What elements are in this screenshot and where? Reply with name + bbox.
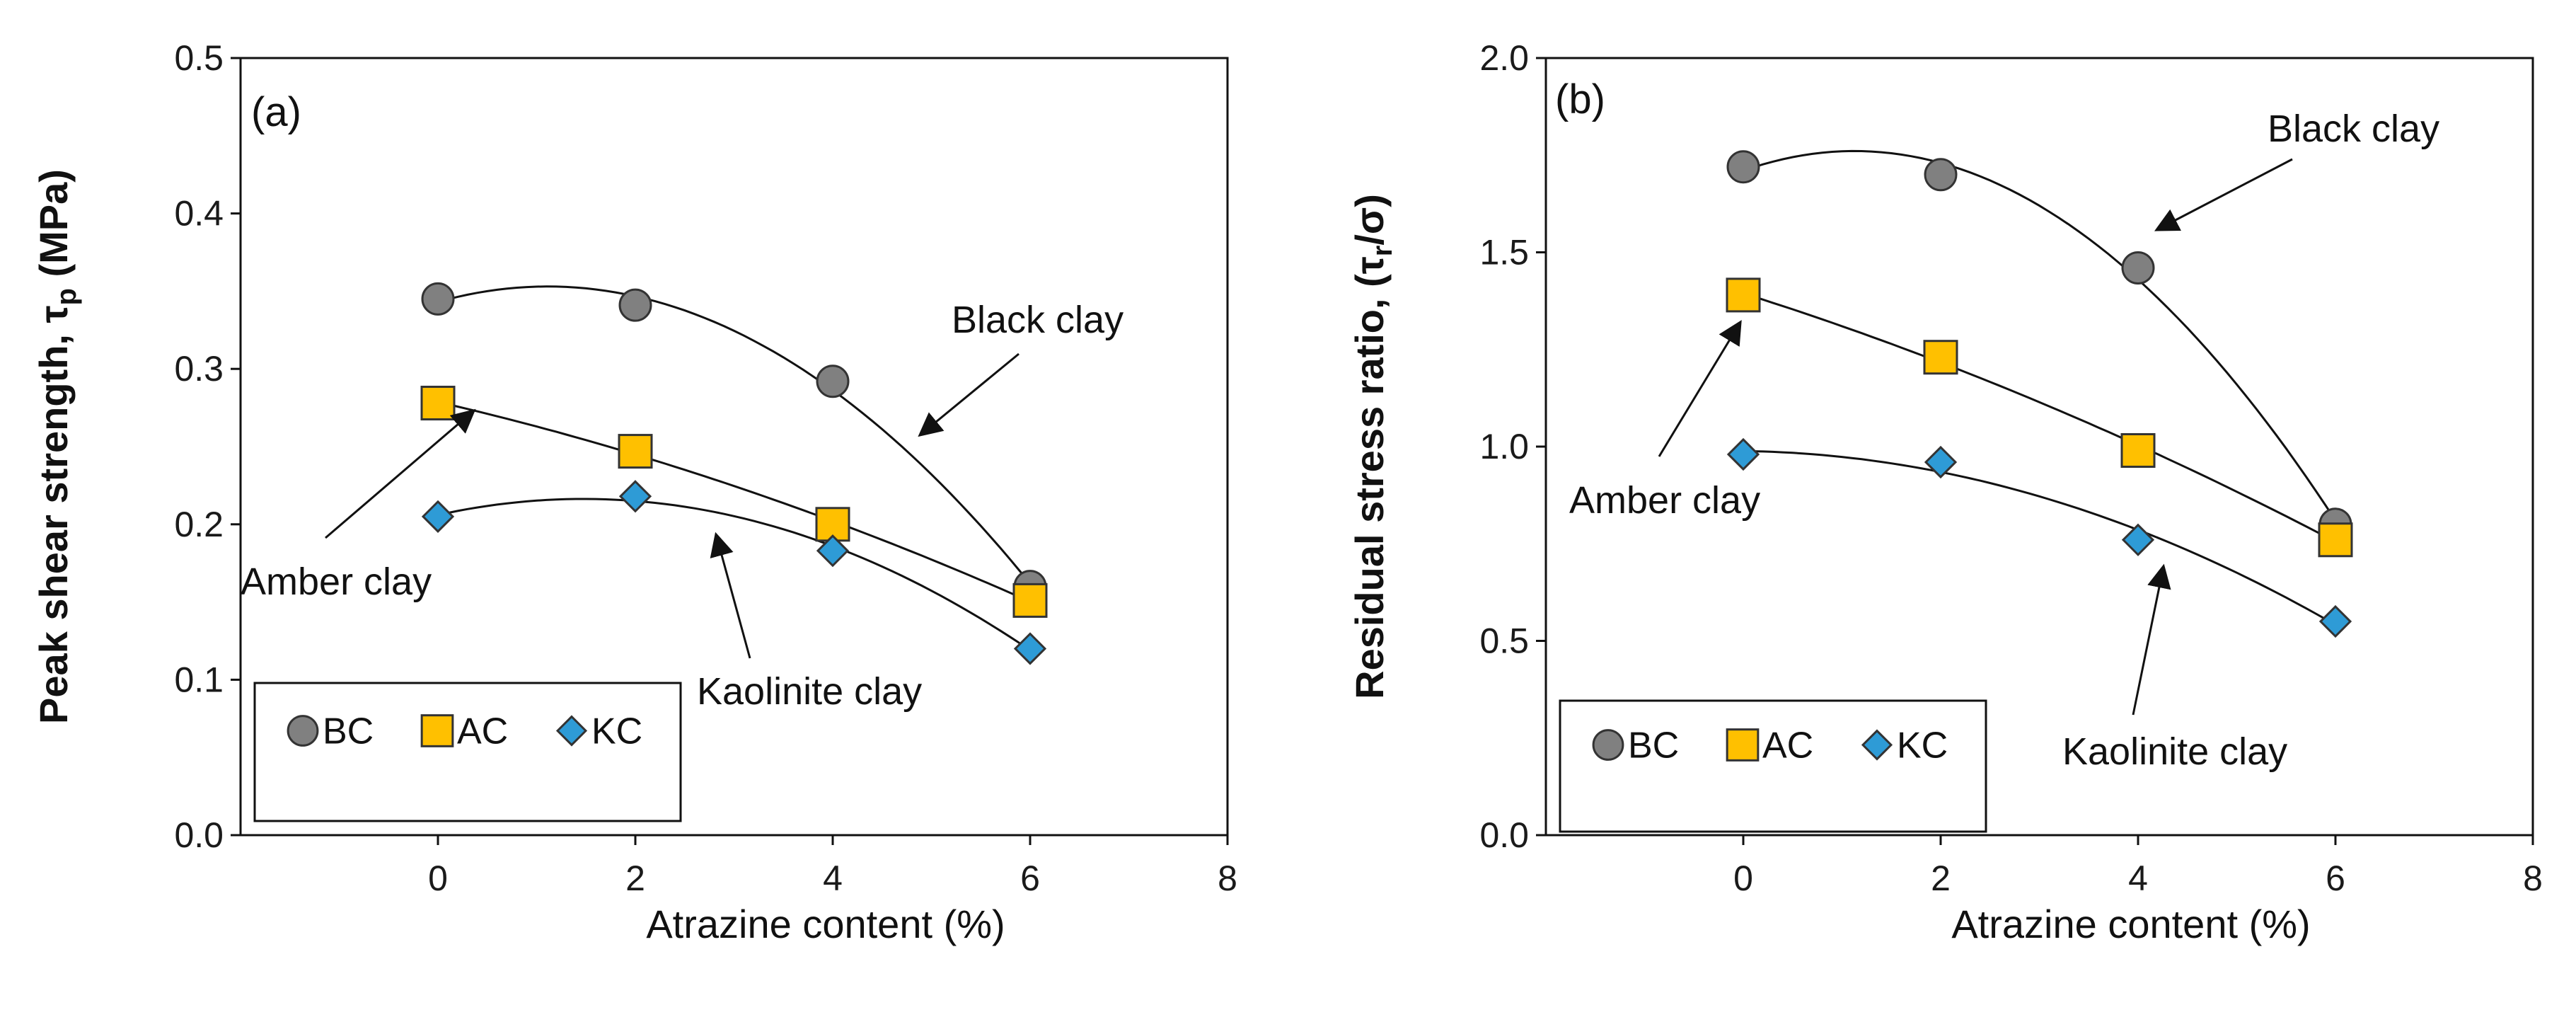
data-point-ac-0 [420, 386, 456, 421]
trend-line-kc [437, 498, 1031, 651]
annotation-kc: Kaolinite clay [2062, 730, 2287, 773]
trend-line-bc [437, 285, 1032, 585]
data-point-bc-0 [1726, 150, 1760, 184]
y-tick-label: 0.1 [174, 660, 224, 699]
plot-frame [239, 57, 1229, 837]
y-tick-label: 0.5 [174, 38, 224, 78]
x-tick-label: 8 [1218, 859, 1237, 898]
chart-panel-a: 0.0 0.1 0.2 0.3 0.4 0.5 0 2 4 6 8 Atrazine content … [31, 38, 1237, 946]
x-tick-label: 6 [1020, 859, 1040, 898]
legend-label-bc: BC [1628, 725, 1679, 766]
data-point-bc-0 [421, 282, 455, 316]
trend-line-kc [1743, 449, 2336, 626]
chart-panel-b: 0.0 0.5 1.0 1.5 2.0 0 2 4 6 8 Atrazine content (%)… [1347, 38, 2543, 946]
annotation-bc: Black clay [952, 299, 1124, 341]
data-point-kc-0 [421, 500, 455, 533]
y-axis-label-unit: /σ) [1347, 194, 1392, 246]
y-axis-label-subscript: r [1367, 246, 1398, 257]
annotation-ac: Amber clay [241, 561, 432, 603]
annotation-arrow-kc [2132, 563, 2171, 716]
data-point-ac-2 [2120, 432, 2156, 468]
legend-label-bc: BC [323, 711, 374, 752]
data-point-kc-0 [1726, 437, 1760, 471]
y-axis-label-unit: (MPa) [31, 169, 76, 288]
annotation-bc: Black clay [2268, 108, 2439, 150]
x-tick-label: 2 [1931, 859, 1951, 898]
panel-label: (b) [1555, 76, 1605, 122]
trend-line-ac [437, 401, 1031, 603]
annotation-arrow-ac [1658, 320, 1742, 457]
legend-marker-bc [287, 715, 319, 747]
legend-marker-kc [555, 715, 588, 747]
legend-label-ac: AC [457, 711, 508, 752]
x-tick-label: 2 [625, 859, 645, 898]
legend-marker-ac [1726, 728, 1760, 762]
data-point-kc-1 [618, 480, 652, 513]
y-tick-label: 0.3 [174, 349, 224, 389]
data-point-kc-3 [1013, 632, 1047, 665]
legend-marker-kc [1861, 729, 1893, 761]
data-point-kc-3 [2318, 604, 2352, 638]
data-point-ac-0 [1726, 277, 1761, 313]
y-axis-label-main: Peak shear strength, τ [31, 305, 76, 723]
x-tick-label: 4 [2128, 859, 2148, 898]
legend-label-ac: AC [1762, 725, 1813, 766]
legend-box [1559, 699, 1987, 833]
x-tick-label: 4 [823, 859, 843, 898]
y-axis-label-subscript: p [51, 288, 82, 305]
legend-marker-ac [420, 714, 454, 747]
x-tick-label: 0 [1733, 859, 1753, 898]
annotation-arrow-ac [325, 408, 476, 539]
panel-label: (a) [251, 89, 301, 135]
annotation-ac: Amber clay [1569, 479, 1760, 522]
x-tick-label: 8 [2523, 859, 2543, 898]
annotation-arrow-bc [918, 352, 1020, 437]
data-point-ac-3 [1012, 582, 1048, 618]
legend-label-kc: KC [591, 711, 642, 752]
y-tick-label: 1.0 [1479, 427, 1529, 466]
data-point-bc-1 [618, 288, 652, 322]
data-point-ac-1 [618, 434, 653, 469]
legend-marker-bc [1592, 729, 1624, 761]
legend-box [253, 682, 682, 822]
trend-line-ac [1743, 292, 2336, 543]
data-point-ac-3 [2318, 522, 2353, 558]
data-point-ac-1 [1923, 340, 1958, 375]
trend-line-bc [1743, 149, 2337, 522]
legend: BC AC KC [1559, 699, 1987, 833]
data-point-bc-1 [1924, 158, 1958, 192]
data-point-kc-2 [2121, 523, 2155, 556]
legend-label-kc: KC [1897, 725, 1948, 766]
y-tick-label: 1.5 [1479, 233, 1529, 272]
data-point-kc-1 [1924, 445, 1958, 479]
y-tick-label: 0.5 [1479, 621, 1529, 661]
y-tick-label: 2.0 [1479, 38, 1529, 78]
y-tick-label: 0.0 [174, 815, 224, 855]
y-tick-label: 0.4 [174, 194, 224, 234]
y-axis-label-main: Residual stress ratio, (τ [1347, 256, 1392, 699]
annotation-kc: Kaolinite clay [697, 670, 922, 713]
legend: BC AC KC [253, 682, 682, 822]
data-point-bc-2 [816, 364, 850, 398]
annotation-arrow-kc [710, 532, 751, 659]
x-tick-label: 6 [2326, 859, 2345, 898]
data-point-kc-2 [816, 534, 850, 568]
x-axis-label: Atrazine content (%) [646, 902, 1005, 946]
x-axis-label: Atrazine content (%) [1951, 902, 2310, 946]
annotation-arrow-bc [2154, 158, 2293, 231]
y-tick-label: 0.0 [1479, 815, 1529, 855]
data-point-bc-2 [2121, 251, 2155, 285]
y-tick-label: 0.2 [174, 505, 224, 544]
y-axis-label: Peak shear strength, τp (MPa) [31, 169, 82, 724]
x-tick-label: 0 [428, 859, 448, 898]
y-axis-label: Residual stress ratio, (τr/σ) [1347, 194, 1398, 699]
